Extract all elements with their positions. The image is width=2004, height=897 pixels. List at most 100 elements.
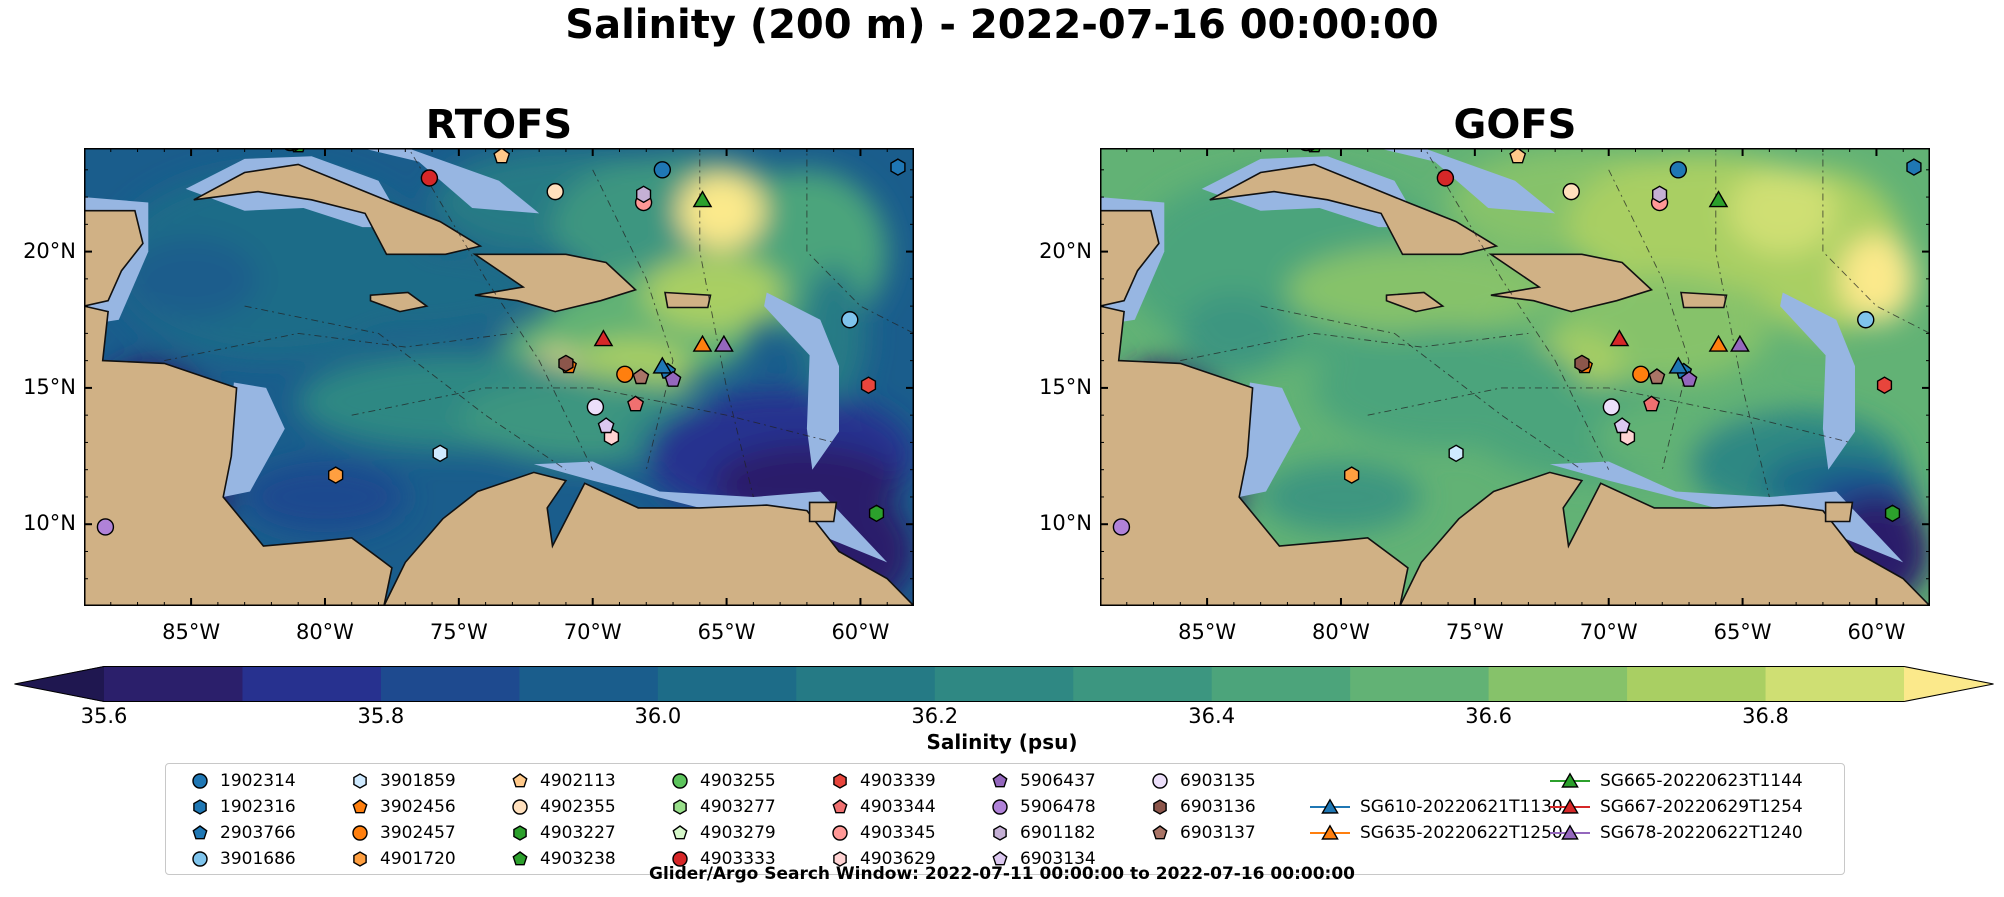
legend-item: 3901686 — [190, 848, 296, 870]
legend-item: 3902457 — [350, 822, 456, 844]
legend-marker-circle — [352, 825, 368, 841]
marker-4902355 — [546, 182, 564, 201]
colorbar-bin — [104, 666, 244, 702]
legend-item: 6903134 — [990, 848, 1096, 870]
shelf-antilles — [1780, 292, 1855, 470]
y-tick-label-gofs: 20°N — [1039, 238, 1092, 263]
legend-symbol — [192, 851, 208, 867]
legend-marker-circle — [192, 851, 208, 867]
marker-3902457 — [616, 365, 634, 383]
eez-boundary — [1608, 169, 1690, 470]
legend-marker-pentagon — [1152, 825, 1168, 840]
panel-title-gofs: GOFS — [1453, 102, 1577, 148]
eez-boundary — [1260, 305, 1583, 471]
map-panel-rtofs — [84, 148, 914, 606]
legend-symbol — [672, 851, 688, 867]
marker-3902457 — [1632, 365, 1650, 383]
shelf-bahamas — [1377, 148, 1556, 214]
legend-item: 4903227 — [510, 822, 616, 844]
colorbar-bin — [242, 666, 382, 702]
legend-label: 6903135 — [1180, 771, 1256, 791]
land-trinidad — [808, 501, 838, 523]
marker-SG610-20220621T1130 — [1668, 356, 1689, 374]
marker-SG667-20220629T1254 — [1609, 329, 1630, 347]
marker-1902316 — [1906, 158, 1922, 176]
salinity-patch — [643, 254, 783, 331]
eez-boundary — [408, 148, 594, 470]
legend-marker-hexagon — [1153, 799, 1167, 815]
legend-symbol — [1561, 824, 1579, 840]
colorbar-tick-label: 36.6 — [1465, 704, 1512, 728]
colorbar-extend-high — [1904, 666, 1994, 702]
marker-SG678-20220622T1240 — [713, 334, 734, 352]
marker-6901182 — [1652, 185, 1668, 204]
legend-item: 4903333 — [670, 848, 776, 870]
salinity-patch — [1287, 246, 1556, 334]
legend-label: SG665-20220623T1144 — [1600, 771, 1803, 791]
legend-label: 6903137 — [1180, 823, 1256, 843]
legend-item: 6903135 — [1150, 770, 1256, 792]
land-puerto-rico — [1680, 291, 1728, 309]
marker-SG635-20220622T1250 — [692, 334, 713, 352]
y-tick-label-gofs: 15°N — [1039, 374, 1092, 399]
colorbar-bin — [380, 666, 520, 702]
legend-marker-pentagon — [512, 773, 528, 788]
legend-item: SG678-20220622T1240 — [1550, 822, 1803, 844]
legend-item: 5906437 — [990, 770, 1096, 792]
legend-symbol — [352, 799, 368, 814]
marker-4901720 — [327, 466, 344, 484]
eez-boundary — [164, 332, 513, 362]
legend-symbol — [672, 773, 688, 789]
legend-symbol — [833, 773, 847, 789]
eez-boundary — [1822, 148, 1930, 334]
colorbar-label: Salinity (psu) — [926, 730, 1078, 754]
marker-3901859 — [432, 444, 448, 463]
legend-marker-hexagon — [193, 799, 207, 815]
legend-symbol — [992, 773, 1008, 788]
x-tick-label-rtofs: 75°W — [429, 620, 488, 644]
salinity-patch — [271, 246, 540, 334]
legend-item: 1902314 — [190, 770, 296, 792]
legend-symbol — [512, 773, 528, 788]
legend-item: 4903277 — [670, 796, 776, 818]
x-tick-label-gofs: 85°W — [1178, 620, 1237, 644]
land-puerto-rico — [664, 291, 712, 309]
legend-item: 5906478 — [990, 796, 1096, 818]
legend-label: 4903255 — [700, 771, 776, 791]
legend-item: 4903238 — [510, 848, 616, 870]
legend-marker-pentagon — [992, 773, 1008, 788]
colorbar-tick-label: 36.8 — [1742, 704, 1789, 728]
x-tick-label-gofs: 75°W — [1445, 620, 1504, 644]
legend-symbol — [353, 851, 367, 867]
eez-boundary — [244, 305, 567, 471]
legend-item: 4903344 — [830, 796, 936, 818]
x-tick-label-rtofs: 70°W — [563, 620, 622, 644]
legend-marker-pentagon — [192, 825, 208, 840]
land-hispaniola — [1488, 253, 1654, 313]
legend-marker-triangle — [1310, 798, 1350, 814]
legend-label: 4903339 — [860, 771, 936, 791]
y-tick-label-gofs: 10°N — [1039, 511, 1092, 536]
legend-label: 3901859 — [380, 771, 456, 791]
colorbar — [14, 666, 1994, 702]
land-cuba — [193, 163, 483, 256]
legend-label: 4903344 — [860, 797, 936, 817]
salinity-patch — [678, 172, 765, 249]
legend-item: 4901720 — [350, 848, 456, 870]
legend-marker-triangle — [1550, 772, 1590, 788]
legend-symbol — [512, 799, 528, 815]
legend-label: 4903629 — [860, 849, 936, 869]
legend-symbol — [832, 825, 848, 841]
salinity-patch — [244, 461, 406, 533]
eez-boundary — [351, 387, 834, 443]
legend-label: 6901182 — [1020, 823, 1096, 843]
legend-symbol — [192, 825, 208, 840]
legend-marker-hexagon — [993, 825, 1007, 841]
legend-symbol — [1153, 799, 1167, 815]
shelf-nicaragua — [223, 382, 285, 497]
marker-4902355 — [1562, 182, 1580, 201]
legend-marker-pentagon — [832, 799, 848, 814]
marker-4903333 — [1436, 169, 1455, 187]
legend-marker-hexagon — [513, 825, 527, 841]
legend-item: SG667-20220629T1254 — [1550, 796, 1803, 818]
